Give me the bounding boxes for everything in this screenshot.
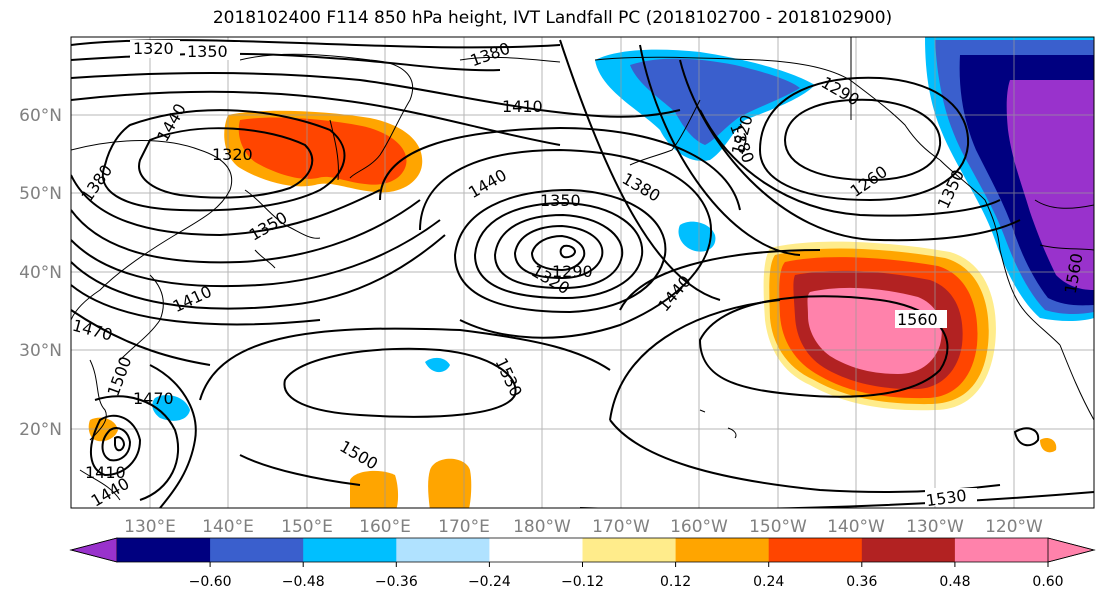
map-frame xyxy=(70,36,1095,509)
colorbar-swatch xyxy=(303,538,397,562)
colorbar-swatch xyxy=(210,538,304,562)
colorbar-swatch xyxy=(954,538,1049,562)
lat-label: 40°N xyxy=(19,263,62,283)
map-title: 2018102400 F114 850 hPa height, IVT Land… xyxy=(212,8,893,28)
shading-positive-small xyxy=(88,417,1057,508)
lat-label: 20°N xyxy=(19,420,62,440)
colorbar-tick-label: 0.36 xyxy=(846,574,877,590)
colorbar-extend-low xyxy=(69,537,118,563)
lon-label: 140°E xyxy=(202,517,254,537)
lon-label: 140°W xyxy=(827,517,885,537)
lat-label: 30°N xyxy=(19,341,62,361)
colorbar-tick-label: 0.48 xyxy=(939,574,970,590)
contour-label: 1410 xyxy=(502,97,543,116)
colorbar-tick-label: 0.60 xyxy=(1032,574,1063,590)
lon-label: 130°W xyxy=(906,517,964,537)
lon-label: 180°W xyxy=(513,517,571,537)
colorbar-swatch xyxy=(489,538,583,562)
graticule xyxy=(71,37,1094,508)
colorbar-tick-label: 0.24 xyxy=(753,574,784,590)
lon-label: 170°W xyxy=(592,517,650,537)
colorbar-swatch xyxy=(768,538,863,562)
lon-label: 130°E xyxy=(124,517,176,537)
lon-label: 150°W xyxy=(749,517,807,537)
shading-positive-east xyxy=(763,241,996,411)
lon-label: 150°E xyxy=(281,517,333,537)
contour-label: 1350 xyxy=(187,42,228,61)
colorbar-tick-label: −0.36 xyxy=(375,574,418,590)
colorbar: −0.60 −0.48 −0.36 −0.24 −0.12 0.12 0.24 0.36 0.4… xyxy=(69,537,1096,590)
contour-label: 1290 xyxy=(552,262,593,281)
lat-label: 50°N xyxy=(19,184,62,204)
colorbar-tick-label: −0.60 xyxy=(189,574,232,590)
colorbar-tick-label: −0.24 xyxy=(468,574,511,590)
contour-label: 1560 xyxy=(897,310,938,329)
shading-negative-alaska xyxy=(152,49,815,421)
colorbar-swatch xyxy=(861,538,956,562)
colorbar-tick-label: −0.12 xyxy=(561,574,604,590)
lon-label: 160°E xyxy=(359,517,411,537)
latitude-labels: 60°N 50°N 40°N 30°N 20°N xyxy=(19,106,62,440)
longitude-labels: 130°E 140°E 150°E 160°E 170°E 180°W 170°… xyxy=(124,517,1043,537)
colorbar-swatch xyxy=(396,538,490,562)
colorbar-tick-label: 0.12 xyxy=(660,574,691,590)
shading-negative-westcoast xyxy=(925,37,1094,321)
colorbar-extend-high xyxy=(1047,537,1096,563)
lon-label: 160°W xyxy=(670,517,728,537)
contour-label: 1350 xyxy=(540,191,581,210)
lon-label: 170°E xyxy=(438,517,490,537)
colorbar-swatch xyxy=(117,538,211,562)
contour-label: 1410 xyxy=(85,463,126,482)
colorbar-tick-label: −0.48 xyxy=(282,574,325,590)
colorbar-outline xyxy=(69,537,1096,563)
contour-label: 1470 xyxy=(133,389,174,408)
contour-label: 1320 xyxy=(133,39,174,58)
colorbar-swatch xyxy=(582,538,677,562)
colorbar-swatch xyxy=(675,538,770,562)
lon-label: 120°W xyxy=(985,517,1043,537)
lat-label: 60°N xyxy=(19,106,62,126)
contour-label: 1320 xyxy=(212,145,253,164)
